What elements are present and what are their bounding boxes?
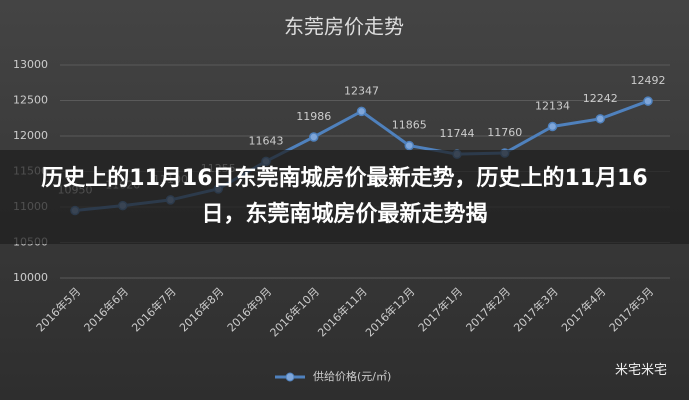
x-tick-label: 2016年10月 [267, 284, 322, 339]
y-tick-label: 13000 [13, 58, 48, 71]
x-tick-label: 2017年2月 [463, 284, 513, 334]
data-label: 12242 [583, 92, 618, 105]
x-tick-label: 2017年3月 [511, 284, 561, 334]
data-label: 12134 [535, 99, 570, 112]
data-label: 12347 [344, 84, 379, 97]
legend-marker [285, 372, 295, 382]
data-label: 11760 [487, 126, 522, 139]
marker [643, 96, 653, 106]
data-label: 11643 [249, 134, 284, 147]
headline: 历史上的11月16日东莞南城房价最新走势，历史上的11月16日，东莞南城房价最新… [41, 166, 648, 227]
x-tick-label: 2016年7月 [129, 284, 179, 334]
legend-label: 供给价格(元/㎡) [313, 369, 391, 383]
data-label: 12492 [631, 74, 666, 87]
marker [309, 132, 319, 142]
y-tick-label: 12000 [13, 129, 48, 142]
x-tick-label: 2017年5月 [606, 284, 656, 334]
data-label: 11744 [440, 127, 475, 140]
headline-band: 历史上的11月16日东莞南城房价最新走势，历史上的11月16日，东莞南城房价最新… [0, 150, 689, 244]
y-tick-label: 10000 [13, 271, 48, 284]
watermark: 米宅米宅 [614, 363, 667, 378]
data-label: 11865 [392, 119, 427, 132]
x-tick-label: 2016年12月 [362, 284, 417, 339]
x-tick-label: 2016年9月 [224, 284, 274, 334]
marker [356, 106, 367, 117]
x-tick-label: 2017年4月 [558, 284, 608, 334]
x-tick-label: 2016年5月 [33, 284, 83, 334]
y-tick-label: 12500 [13, 94, 48, 107]
data-label: 11986 [296, 110, 331, 123]
x-tick-label: 2016年11月 [315, 284, 370, 339]
marker [595, 114, 605, 124]
x-tick-label: 2016年8月 [176, 284, 226, 334]
marker [404, 140, 414, 151]
marker [547, 121, 558, 132]
chart-title: 东莞房价走势 [284, 15, 404, 39]
x-tick-label: 2016年6月 [81, 284, 131, 334]
x-tick-label: 2017年1月 [415, 284, 465, 334]
